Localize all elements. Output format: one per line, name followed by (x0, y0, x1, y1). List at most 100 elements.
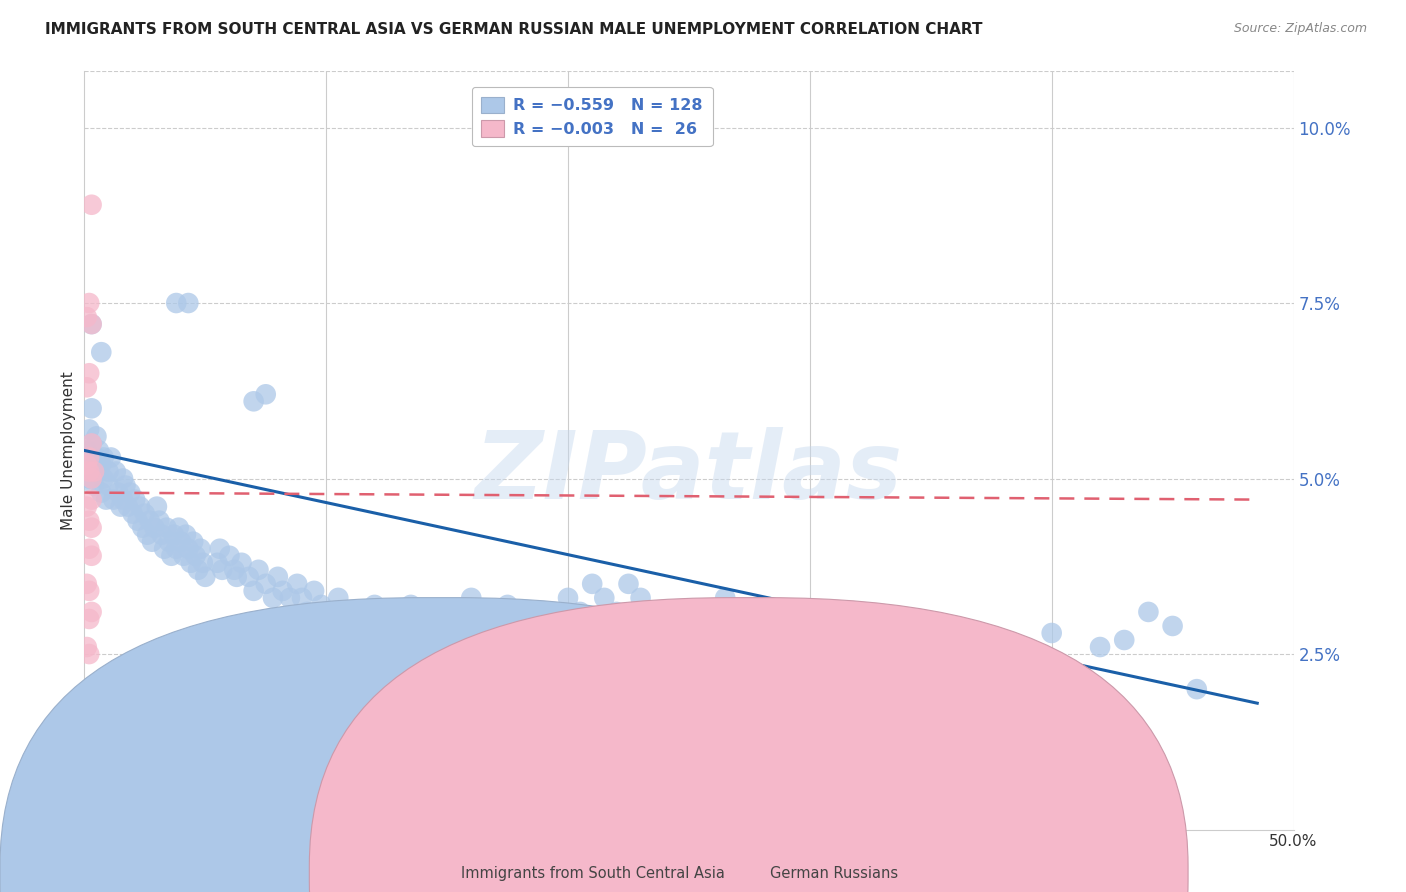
Point (150, 527, 173, 541)
Point (80, 436, 103, 450)
Text: Source: ZipAtlas.com: Source: ZipAtlas.com (1233, 22, 1367, 36)
Point (271, 583, 294, 598)
Point (993, 640, 1015, 654)
Point (208, 541, 231, 556)
Point (262, 591, 284, 605)
Point (242, 583, 264, 598)
Point (170, 534, 193, 549)
Point (388, 626, 411, 640)
Point (641, 605, 664, 619)
Point (90, 458, 112, 472)
Point (165, 541, 187, 556)
Point (557, 591, 579, 605)
Point (762, 647, 785, 661)
Point (799, 647, 821, 661)
Point (103, 492, 125, 507)
Point (1137, 605, 1160, 619)
Point (97, 478, 120, 492)
Point (114, 478, 136, 492)
Point (187, 563, 209, 577)
Point (496, 598, 519, 612)
Point (605, 605, 627, 619)
Point (148, 514, 170, 528)
Point (129, 500, 152, 514)
Point (247, 563, 270, 577)
Point (665, 633, 688, 648)
Point (678, 605, 700, 619)
Point (967, 654, 990, 668)
Point (157, 534, 180, 549)
Point (177, 296, 200, 310)
Point (509, 612, 531, 626)
Point (131, 521, 153, 535)
Point (97, 465, 120, 479)
Point (460, 591, 482, 605)
Point (544, 619, 567, 633)
Point (124, 492, 146, 507)
Legend: R = −0.559   N = 128, R = −0.003   N =  26: R = −0.559 N = 128, R = −0.003 N = 26 (472, 87, 713, 146)
Point (242, 394, 264, 409)
Point (436, 605, 458, 619)
Point (311, 598, 333, 612)
Y-axis label: Male Unemployment: Male Unemployment (60, 371, 76, 530)
Point (80, 605, 103, 619)
Point (107, 485, 129, 500)
Text: ZIPatlas: ZIPatlas (475, 427, 903, 519)
Point (77, 647, 100, 661)
Point (77, 296, 100, 310)
Point (173, 549, 195, 563)
Text: German Russians: German Russians (770, 866, 898, 880)
Point (94, 492, 117, 507)
Point (449, 619, 471, 633)
Point (352, 619, 374, 633)
Point (399, 598, 422, 612)
Point (218, 549, 240, 563)
Point (77, 612, 100, 626)
Text: Immigrants from South Central Asia: Immigrants from South Central Asia (461, 866, 725, 880)
Point (231, 556, 253, 570)
Point (328, 591, 350, 605)
Point (141, 534, 163, 549)
Point (484, 619, 506, 633)
Point (83, 478, 105, 492)
Point (412, 612, 434, 626)
Point (77, 366, 100, 380)
Point (920, 654, 942, 668)
Point (77, 689, 100, 703)
Point (76, 380, 98, 394)
Point (77, 583, 100, 598)
Point (593, 591, 616, 605)
Point (363, 598, 385, 612)
Point (121, 507, 143, 521)
Point (254, 577, 277, 591)
Point (80, 198, 103, 212)
Point (77, 541, 100, 556)
Text: IMMIGRANTS FROM SOUTH CENTRAL ASIA VS GERMAN RUSSIAN MALE UNEMPLOYMENT CORRELATI: IMMIGRANTS FROM SOUTH CENTRAL ASIA VS GE… (45, 22, 983, 37)
Point (143, 521, 166, 535)
Point (714, 591, 737, 605)
Point (76, 577, 98, 591)
Point (581, 577, 603, 591)
Point (86, 450, 108, 465)
Point (80, 492, 103, 507)
Point (167, 521, 190, 535)
Point (472, 605, 495, 619)
Point (211, 563, 233, 577)
Point (775, 619, 797, 633)
Point (225, 570, 247, 584)
Point (943, 640, 966, 654)
Point (80, 436, 103, 450)
Point (77, 514, 100, 528)
Point (180, 556, 202, 570)
Point (120, 485, 142, 500)
Point (315, 612, 337, 626)
Point (267, 570, 290, 584)
Point (872, 626, 894, 640)
Point (77, 465, 100, 479)
Point (617, 577, 640, 591)
Point (86, 429, 108, 443)
Point (846, 647, 869, 661)
Point (90, 345, 112, 359)
Point (138, 514, 160, 528)
Point (80, 549, 103, 563)
